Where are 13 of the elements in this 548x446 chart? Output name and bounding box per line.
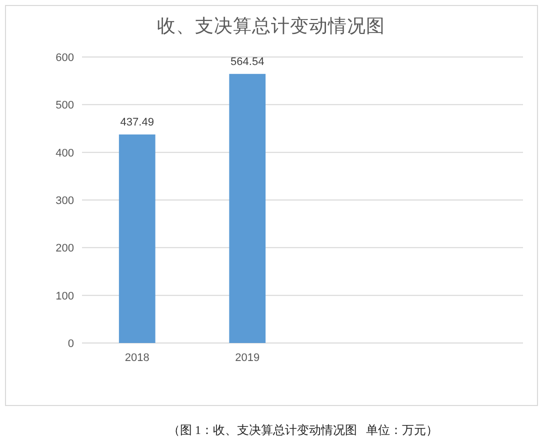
y-tick-label: 100 [56,290,74,302]
y-tick-label: 300 [56,195,74,207]
data-label: 564.54 [230,56,264,68]
y-tick-label: 0 [68,338,74,350]
x-tick-label: 2018 [124,352,150,364]
y-tick-label: 500 [56,100,74,112]
y-tick-label: 200 [56,242,74,255]
title: 收、支决算总计变动情况图 [157,17,385,37]
y-tick-label: 600 [56,52,74,64]
data-label: 437.49 [120,116,154,128]
x-tick-label: 2019 [235,352,260,364]
caption: （图 1：收、支决算总计变动情况图 单位：万元） [168,423,438,437]
y-tick-label: 400 [56,147,74,160]
